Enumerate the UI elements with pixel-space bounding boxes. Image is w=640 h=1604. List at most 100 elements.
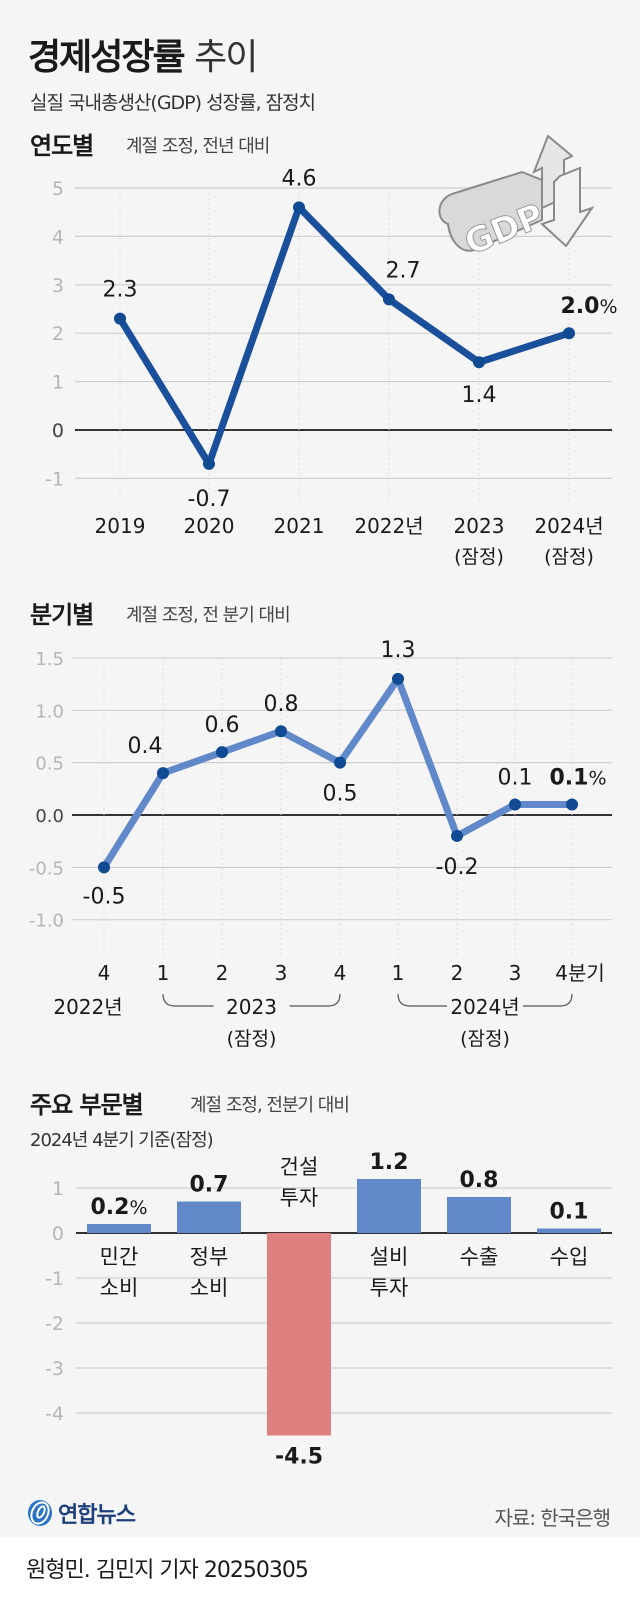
x-tick-sublabel: (잠정)	[454, 546, 504, 568]
bar	[357, 1179, 421, 1233]
y-tick-label: 1	[52, 1178, 64, 1200]
category-label: 정부	[190, 1245, 229, 1269]
category-label: 소비	[190, 1276, 229, 1300]
sector-sub: 2024년 4분기 기준(잠정)	[30, 1130, 214, 1151]
sector-note: 계절 조정, 전분기 대비	[190, 1095, 350, 1116]
page-subtitle: 실질 국내총생산(GDP) 성장률, 잠정치	[30, 92, 316, 114]
page-title: 경제성장률 추이	[28, 28, 258, 80]
category-label: 민간	[100, 1245, 139, 1269]
group-sublabel: (잠정)	[460, 1028, 510, 1050]
x-tick-label: 2021	[274, 514, 325, 538]
x-tick-label: 2022년	[354, 514, 423, 538]
x-tick-label: 1	[392, 961, 405, 985]
y-tick-label: 0	[52, 1223, 64, 1245]
y-tick-label: -0.5	[29, 858, 64, 879]
y-tick-label: -1	[45, 468, 64, 490]
y-tick-label: 2	[52, 323, 64, 345]
data-point	[334, 756, 346, 769]
category-label: 수입	[550, 1245, 589, 1269]
bar	[537, 1228, 601, 1233]
category-label: 투자	[370, 1276, 409, 1300]
category-label: 건설	[280, 1155, 319, 1179]
y-tick-label: 1.0	[35, 701, 64, 722]
y-tick-label: -1	[45, 1268, 64, 1290]
category-label: 투자	[280, 1186, 319, 1210]
bar-value-label: 0.2%	[90, 1195, 147, 1220]
data-point	[473, 356, 485, 369]
data-label: 2.0%	[560, 294, 617, 319]
bar	[447, 1197, 511, 1233]
x-tick-label: 3	[509, 961, 522, 985]
y-tick-label: -1.0	[29, 911, 64, 932]
y-tick-label: 5	[52, 178, 64, 200]
y-tick-label: 3	[52, 275, 64, 297]
data-point	[383, 293, 395, 306]
bar-value-label: -4.5	[275, 1445, 323, 1470]
x-tick-label: 4분기	[555, 961, 605, 985]
data-point	[157, 767, 169, 780]
data-label: 0.8	[264, 692, 299, 717]
y-tick-label: 0.0	[35, 806, 64, 827]
byline: 원형민. 김민지 기자 20250305	[26, 1558, 309, 1583]
data-point	[216, 746, 228, 759]
y-tick-label: 4	[52, 226, 64, 248]
y-tick-label: 1	[52, 372, 64, 394]
x-tick-label: 4	[334, 961, 347, 985]
data-point	[392, 672, 404, 685]
x-tick-label: 2	[451, 961, 464, 985]
data-label: 0.6	[205, 713, 240, 738]
data-label: -0.2	[436, 855, 479, 880]
data-label: 1.3	[381, 638, 416, 663]
y-tick-label: -3	[45, 1358, 64, 1380]
bar-value-label: 0.1	[550, 1200, 589, 1225]
group-bracket	[162, 993, 341, 1007]
data-label: 2.3	[103, 278, 138, 303]
group-bracket	[397, 993, 573, 1007]
bar-value-label: 1.2	[370, 1150, 409, 1175]
data-label: 0.4	[128, 734, 163, 759]
category-label: 수출	[460, 1245, 499, 1269]
title-bold: 경제성장률	[28, 37, 186, 78]
data-label: 2.7	[386, 258, 421, 283]
gdp-up-down-arrow-icon: GDP	[438, 134, 595, 258]
yonhap-logo: 연합뉴스	[26, 1497, 136, 1529]
logo-text: 연합뉴스	[58, 1503, 136, 1528]
bar	[267, 1233, 331, 1436]
source-text: 자료: 한국은행	[494, 1506, 611, 1530]
data-label: 4.6	[282, 166, 317, 191]
bar-value-label: 0.7	[190, 1173, 229, 1198]
group-label: 2022년	[53, 995, 122, 1019]
y-tick-label: 0.5	[35, 754, 64, 775]
y-tick-label: -4	[45, 1403, 64, 1425]
x-tick-label: 2024년	[534, 514, 603, 538]
group-label: 2023	[226, 995, 277, 1019]
category-label: 소비	[100, 1276, 139, 1300]
bar	[177, 1201, 241, 1233]
data-label: -0.7	[188, 487, 231, 512]
group-sublabel: (잠정)	[227, 1028, 277, 1050]
title-light: 추이	[194, 37, 258, 78]
data-point	[203, 457, 215, 470]
yearly-line	[117, 203, 571, 468]
data-point	[275, 725, 287, 738]
y-tick-label: 0	[52, 420, 64, 442]
x-tick-label: 3	[275, 961, 288, 985]
data-label: 0.1%	[549, 766, 606, 791]
y-tick-label: 1.5	[35, 649, 64, 670]
sector-heading: 주요 부문별	[30, 1091, 144, 1119]
group-label: 2024년	[450, 995, 519, 1019]
x-tick-label: 2019	[95, 514, 146, 538]
data-label: 0.1	[498, 766, 533, 791]
yonhap-globe-icon	[28, 1500, 52, 1526]
infographic-panel: 경제성장률 추이 실질 국내총생산(GDP) 성장률, 잠정치 연도별 계절 조…	[26, 28, 618, 1530]
data-label: -0.5	[83, 884, 126, 909]
data-label: 1.4	[462, 383, 497, 408]
x-tick-sublabel: (잠정)	[544, 546, 594, 568]
x-tick-label: 2020	[184, 514, 235, 538]
data-point	[566, 798, 578, 811]
data-point	[451, 829, 463, 842]
quarterly-note: 계절 조정, 전 분기 대비	[126, 605, 291, 626]
data-point	[509, 798, 521, 811]
x-tick-label: 2	[216, 961, 229, 985]
